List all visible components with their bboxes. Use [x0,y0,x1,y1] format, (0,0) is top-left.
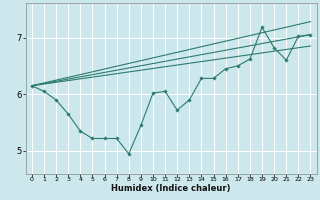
X-axis label: Humidex (Indice chaleur): Humidex (Indice chaleur) [111,184,231,193]
